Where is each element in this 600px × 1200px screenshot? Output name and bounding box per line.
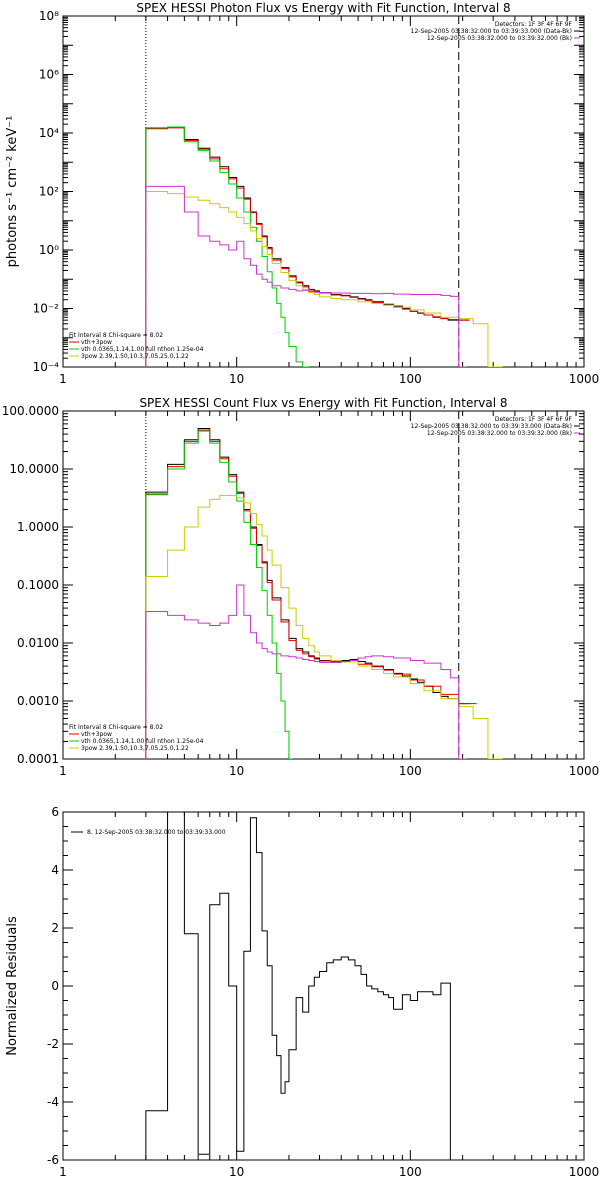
y-tick-label: 2 xyxy=(51,921,59,935)
y-tick-label: 10.0000 xyxy=(9,462,59,476)
plot-frame xyxy=(62,15,585,368)
series-line-2 xyxy=(145,127,470,367)
series-line-1 xyxy=(145,427,470,759)
y-tick-label: -2 xyxy=(47,1037,59,1051)
x-tick-label: 1000 xyxy=(569,764,600,778)
y-tick-label: 6 xyxy=(51,805,59,819)
y-tick-label: 0.1000 xyxy=(17,578,59,592)
chart-title: SPEX HESSI Count Flux vs Energy with Fit… xyxy=(139,396,507,410)
x-tick-label: 100 xyxy=(399,1165,422,1179)
x-tick-label: 1000 xyxy=(569,372,600,386)
legend-entry: 8. 12-Sep-2005 03:38:32.000 to 03:39:33.… xyxy=(87,829,226,836)
series-line-2 xyxy=(145,429,477,759)
panel-3: 1 10 100 1000 -6 -4 -2 0 2 4 6 Normalized Residuals… xyxy=(5,805,599,1179)
legend-top-entry: 12-Sep-2005 03:38:32.000 to 03:39:33.000… xyxy=(411,423,572,430)
legend-top-entry: 12-Sep-2005 03:38:32.000 to 03:39:33.000… xyxy=(411,28,572,35)
x-tick-label: 10 xyxy=(229,372,244,386)
y-tick-label: 10² xyxy=(39,185,59,199)
legend-top-entry: Detectors: 1F 3F 4F 6F 9F xyxy=(495,21,573,28)
y-tick-label: 10⁻² xyxy=(33,302,60,316)
x-tick-label: 100 xyxy=(399,372,422,386)
plot-frame xyxy=(62,811,585,1161)
panel-2: 1 10 100 1000 0.0001 0.0010 0.0100 0.1000 1.0000… xyxy=(2,396,600,778)
y-tick-label: 0.0001 xyxy=(17,752,59,766)
y-tick-label: 1.0000 xyxy=(17,520,59,534)
plot-frame xyxy=(62,410,585,760)
residual-line xyxy=(145,812,459,1160)
series-line-5 xyxy=(145,185,468,367)
plot-area xyxy=(145,411,503,759)
legend-bottom-entry: 3pow 2.39,1.50,10.3,7.05,25.0,1.22 xyxy=(81,353,189,360)
y-tick-label: 0.0010 xyxy=(17,694,59,708)
legend-bottom-entry: 3pow 2.39,1.50,10.3,7.05,25.0,1.22 xyxy=(81,745,189,752)
plot-area xyxy=(145,812,459,1160)
y-axis-label: photons s⁻¹ cm⁻² keV⁻¹ xyxy=(5,116,20,268)
chart-title: SPEX HESSI Photon Flux vs Energy with Fi… xyxy=(136,1,510,15)
y-axis-label: Normalized Residuals xyxy=(5,916,20,1056)
y-tick-label: 10⁶ xyxy=(39,68,59,82)
y-tick-label: 0 xyxy=(51,979,59,993)
series-line-1 xyxy=(145,126,470,367)
series-line-3 xyxy=(145,430,293,759)
legend-bottom-entry: vth+3pow xyxy=(81,339,112,346)
y-tick-label: 100.0000 xyxy=(2,404,59,418)
y-tick-label: 0.0100 xyxy=(17,636,59,650)
panel-1: 1 10 100 1000 10⁻⁴ 10⁻² 10⁰ 10² 10⁴ 10⁶ 10⁸ SPEX HE… xyxy=(5,1,599,386)
x-tick-label: 10 xyxy=(229,1165,244,1179)
plot-area xyxy=(145,16,503,367)
y-tick-label: 10⁴ xyxy=(39,126,59,140)
x-tick-label: 1000 xyxy=(569,1165,600,1179)
x-tick-label: 100 xyxy=(399,764,422,778)
x-tick-label: 1 xyxy=(59,1165,67,1179)
y-tick-label: 10⁰ xyxy=(39,243,59,257)
legend-bottom-entry: vth+3pow xyxy=(81,731,112,738)
legend-bottom-entry: Fit Interval 8 Chi-square = 8.02 xyxy=(69,332,163,339)
x-tick-label: 1 xyxy=(59,372,67,386)
series-line-3 xyxy=(145,126,310,367)
series-line-4 xyxy=(145,191,503,367)
legend-bottom-entry: vth 0.0365,1.14,1.00 full nthon 1.25e-04 xyxy=(81,346,204,353)
y-tick-label: -6 xyxy=(47,1153,59,1167)
legend-bottom-entry: Fit Interval 8 Chi-square = 8.02 xyxy=(69,724,163,731)
legend-top-entry: Detectors: 1F 3F 4F 6F 9F xyxy=(495,416,573,423)
series-line-5 xyxy=(145,584,468,759)
y-tick-label: 10⁸ xyxy=(39,9,59,23)
y-tick-label: -4 xyxy=(47,1095,59,1109)
legend-bottom-entry: vth 0.0365,1.14,1.00 full nthon 1.25e-04 xyxy=(81,738,204,745)
y-tick-label: 4 xyxy=(51,863,59,877)
legend-top-entry: 12-Sep-2005 03:38:32.000 to 03:39:32.000… xyxy=(427,35,572,42)
x-tick-label: 1 xyxy=(59,764,67,778)
legend-top-entry: 12-Sep-2005 03:38:32.000 to 03:39:32.000… xyxy=(427,430,572,437)
series-line-4 xyxy=(145,494,503,759)
y-tick-label: 10⁻⁴ xyxy=(33,360,60,374)
x-tick-label: 10 xyxy=(229,764,244,778)
